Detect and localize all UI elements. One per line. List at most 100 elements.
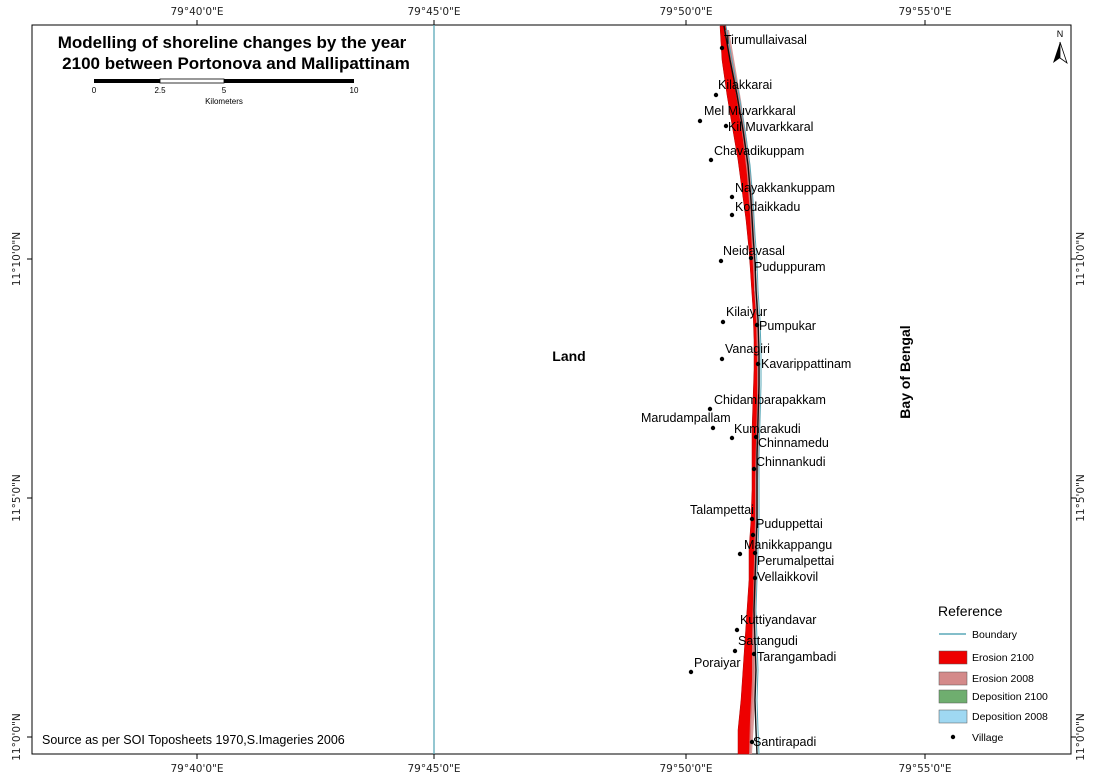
boundary-line-coastal xyxy=(725,25,762,755)
lat-tick-left-3: 11°0'0"N xyxy=(11,713,23,761)
village-label: Neidavasal xyxy=(723,244,785,258)
village-label: Puduppettai xyxy=(756,517,823,531)
village-label: Sattangudi xyxy=(738,634,798,648)
village-label: Kil Muvarkkaral xyxy=(728,120,813,134)
lat-tick-right-1: 11°10'0"N xyxy=(1075,232,1087,286)
village-marker xyxy=(713,92,719,98)
village-label: Santirapadi xyxy=(753,735,816,749)
longitude-ticks: 79°40'0"E 79°45'0"E 79°50'0"E 79°55'0"E … xyxy=(170,6,951,775)
legend-label-erosion-2008: Erosion 2008 xyxy=(972,673,1034,685)
village-label: Tirumullaivasal xyxy=(724,33,807,47)
legend-label-deposition-2100: Deposition 2100 xyxy=(972,691,1048,703)
legend: Reference Boundary Erosion 2100 Erosion … xyxy=(938,603,1048,744)
lat-tick-left-2: 11°5'0"N xyxy=(11,474,23,522)
village-marker xyxy=(748,255,754,261)
village-marker xyxy=(732,648,738,654)
latitude-ticks: 11°10'0"N 11°5'0"N 11°0'0"N 11°10'0"N 11… xyxy=(11,232,1087,761)
map-title-line-2: 2100 between Portonova and Mallipattinam xyxy=(62,54,410,73)
village-marker xyxy=(729,194,735,200)
village-label: Kavarippattinam xyxy=(761,357,851,371)
village-marker xyxy=(719,356,725,362)
legend-title: Reference xyxy=(938,603,1003,619)
village-label: Perumalpettai xyxy=(757,554,834,568)
village-label: Chinnankudi xyxy=(756,455,826,469)
village-marker xyxy=(688,669,694,675)
lat-tick-left-1: 11°10'0"N xyxy=(11,232,23,286)
scale-tick-5: 5 xyxy=(222,86,227,95)
village-marker xyxy=(750,532,756,538)
village-marker xyxy=(720,319,726,325)
village-marker xyxy=(754,322,760,328)
lat-tick-right-3: 11°0'0"N xyxy=(1075,713,1087,761)
village-marker xyxy=(751,466,757,472)
legend-swatch-deposition-2008 xyxy=(938,709,968,724)
scale-bar: 0 2.5 5 10 Kilometers xyxy=(92,78,359,106)
legend-label-boundary: Boundary xyxy=(972,629,1018,641)
village-marker xyxy=(752,575,758,581)
village-marker xyxy=(755,361,761,367)
village-label: Manikkappangu xyxy=(744,538,832,552)
village-markers: Tirumullaivasal Kilakkarai Mel Muvarkkar… xyxy=(641,33,851,749)
source-note: Source as per SOI Toposheets 1970,S.Imag… xyxy=(42,733,345,747)
village-label: Chavadikuppam xyxy=(714,144,804,158)
village-marker xyxy=(719,45,725,51)
village-marker xyxy=(752,550,758,556)
lon-tick-top-2: 79°45'0"E xyxy=(407,6,460,18)
lon-tick-bottom-2: 79°45'0"E xyxy=(407,763,460,775)
village-label: Poraiyar xyxy=(694,656,741,670)
lon-tick-bottom-4: 79°55'0"E xyxy=(898,763,951,775)
land-label: Land xyxy=(552,348,585,364)
village-label: Tarangambadi xyxy=(757,650,836,664)
village-label: Kilakkarai xyxy=(718,78,772,92)
village-marker xyxy=(708,157,714,163)
village-marker xyxy=(729,212,735,218)
village-marker xyxy=(707,406,713,412)
village-label: Vanagiri xyxy=(725,342,770,356)
north-label: N xyxy=(1057,29,1064,39)
village-marker xyxy=(751,651,757,657)
village-label: Mel Muvarkkaral xyxy=(704,104,796,118)
village-marker xyxy=(737,551,743,557)
village-marker xyxy=(734,627,740,633)
lon-tick-bottom-3: 79°50'0"E xyxy=(659,763,712,775)
village-label: Vellaikkovil xyxy=(757,570,818,584)
village-marker xyxy=(697,118,703,124)
village-label: Chidambarapakkam xyxy=(714,393,826,407)
legend-label-deposition-2008: Deposition 2008 xyxy=(972,711,1048,723)
lon-tick-bottom-1: 79°40'0"E xyxy=(170,763,223,775)
lon-tick-top-3: 79°50'0"E xyxy=(659,6,712,18)
village-label: Kodaikkadu xyxy=(735,200,800,214)
scale-unit: Kilometers xyxy=(205,97,243,106)
scale-tick-2-5: 2.5 xyxy=(154,86,166,95)
north-arrow-icon: N xyxy=(1053,29,1068,65)
village-label: Kuttiyandavar xyxy=(740,613,816,627)
legend-swatch-village xyxy=(950,734,956,740)
legend-label-village: Village xyxy=(972,732,1003,744)
village-label: Talampettai xyxy=(690,503,754,517)
scale-tick-0: 0 xyxy=(92,86,97,95)
village-label: Kilaiyur xyxy=(726,305,767,319)
village-label: Nayakkankuppam xyxy=(735,181,835,195)
scale-tick-10: 10 xyxy=(350,86,359,95)
lat-tick-right-2: 11°5'0"N xyxy=(1075,474,1087,522)
village-marker xyxy=(749,516,755,522)
legend-label-erosion-2100: Erosion 2100 xyxy=(972,652,1034,664)
sea-label: Bay of Bengal xyxy=(897,325,913,418)
lon-tick-top-1: 79°40'0"E xyxy=(170,6,223,18)
village-marker xyxy=(749,739,755,745)
village-label: Kumarakudi xyxy=(734,422,801,436)
map-title-line-1: Modelling of shoreline changes by the ye… xyxy=(58,33,407,52)
village-label: Puduppuram xyxy=(754,260,826,274)
shoreline xyxy=(723,25,760,755)
village-marker xyxy=(753,434,759,440)
lon-tick-top-4: 79°55'0"E xyxy=(898,6,951,18)
village-marker xyxy=(718,258,724,264)
village-label: Chinnamedu xyxy=(758,436,829,450)
village-marker xyxy=(729,435,735,441)
map-frame xyxy=(31,24,1072,755)
legend-swatch-deposition-2100 xyxy=(938,689,968,704)
village-label: Marudampallam xyxy=(641,411,731,425)
village-marker xyxy=(723,123,729,129)
village-marker xyxy=(710,425,716,431)
